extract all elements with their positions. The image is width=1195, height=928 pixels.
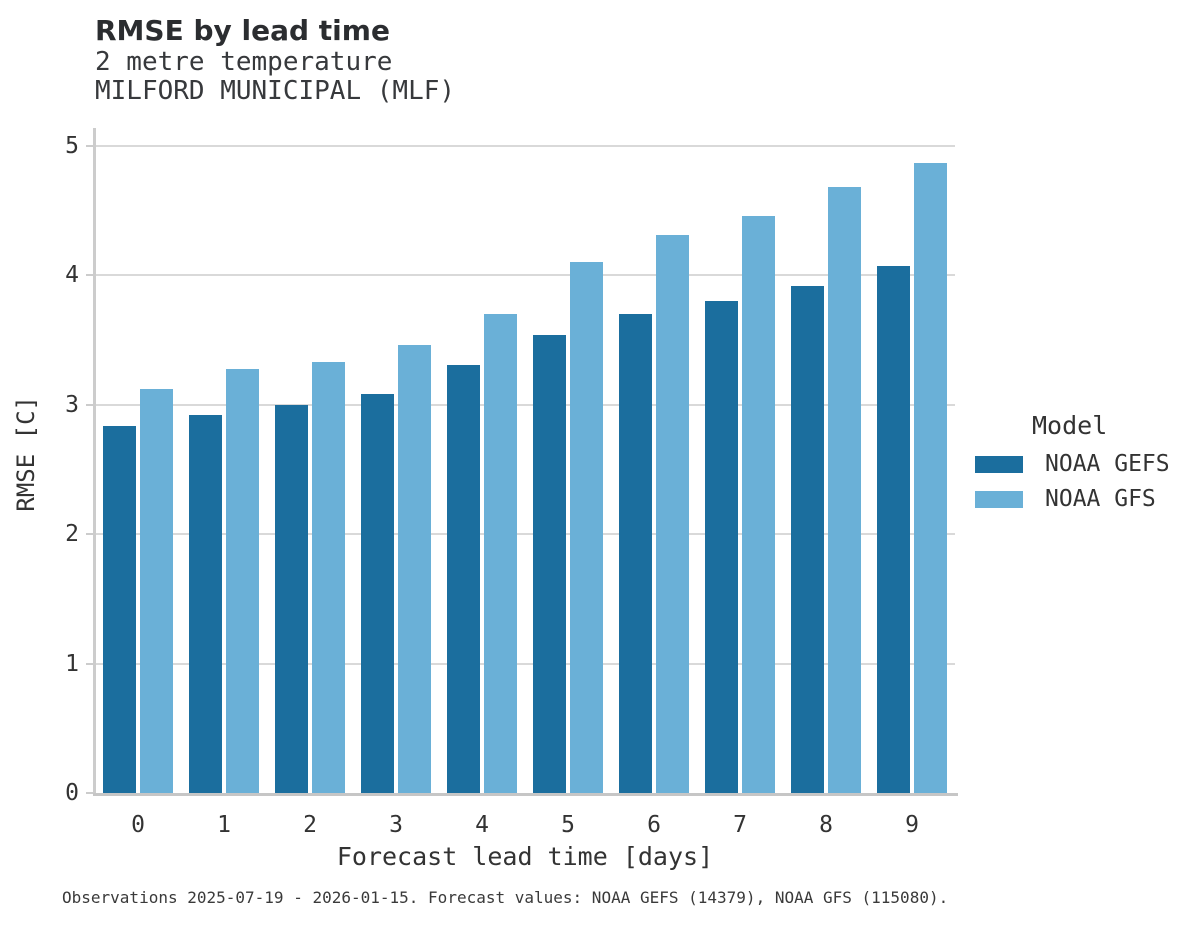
legend: Model NOAA GEFS NOAA GFS	[968, 411, 1188, 512]
y-tick-label-4: 4	[65, 262, 79, 289]
y-tick-label-5: 5	[65, 133, 79, 159]
y-tick-3	[86, 403, 93, 406]
bar-noaa-gefs-day-5	[533, 334, 566, 793]
chart-title: RMSE by lead time	[95, 14, 390, 47]
bar-noaa-gefs-day-0	[103, 425, 136, 793]
y-tick-0	[86, 792, 93, 794]
x-axis-spine	[93, 793, 958, 796]
bar-noaa-gefs-day-9	[877, 266, 910, 793]
x-tick-label-5: 5	[561, 812, 575, 838]
bar-noaa-gfs-day-1	[226, 368, 259, 793]
x-tick-label-1: 1	[217, 812, 231, 838]
x-tick-label-2: 2	[303, 812, 317, 838]
y-tick-4	[86, 274, 93, 277]
bar-noaa-gfs-day-0	[140, 389, 173, 793]
chart-subtitle-station: MILFORD MUNICIPAL (MLF)	[95, 76, 456, 106]
title-block: RMSE by lead time 2 metre temperature MI…	[95, 14, 455, 106]
bar-noaa-gefs-day-2	[275, 404, 308, 793]
y-tick-label-1: 1	[65, 650, 79, 677]
gridline-y-4	[95, 274, 955, 277]
legend-swatch-noaa-gefs	[975, 455, 1023, 473]
gridline-y-2	[95, 533, 955, 536]
y-tick-label-3: 3	[65, 391, 79, 418]
bar-noaa-gefs-day-8	[791, 285, 824, 793]
y-axis-spine	[93, 128, 96, 793]
x-tick-label-7: 7	[733, 812, 747, 838]
legend-label-noaa-gefs: NOAA GEFS	[1045, 451, 1170, 477]
legend-row-noaa-gefs: NOAA GEFS	[968, 451, 1188, 477]
bar-noaa-gfs-day-8	[828, 187, 861, 793]
x-tick-label-9: 9	[905, 812, 919, 838]
legend-label-noaa-gfs: NOAA GFS	[1045, 486, 1156, 512]
legend-swatch-noaa-gfs	[975, 490, 1023, 508]
x-tick-label-4: 4	[475, 812, 489, 838]
x-tick-label-6: 6	[647, 812, 661, 838]
footer-caption: Observations 2025-07-19 - 2026-01-15. Fo…	[62, 888, 949, 907]
x-tick-label-8: 8	[819, 812, 833, 838]
bar-noaa-gfs-day-2	[312, 362, 345, 793]
bar-noaa-gfs-day-6	[656, 235, 689, 793]
bar-noaa-gfs-day-4	[484, 314, 517, 793]
bar-noaa-gfs-day-7	[742, 215, 775, 793]
x-tick-label-3: 3	[389, 812, 403, 838]
y-tick-5	[86, 145, 93, 147]
bar-noaa-gefs-day-3	[361, 394, 394, 793]
gridline-y-3	[95, 403, 955, 406]
bar-noaa-gfs-day-3	[398, 345, 431, 793]
bar-noaa-gefs-day-4	[447, 364, 480, 793]
bar-noaa-gefs-day-7	[705, 301, 738, 793]
chart-subtitle-variable: 2 metre temperature	[95, 47, 393, 77]
bar-noaa-gefs-day-1	[189, 415, 222, 793]
bar-noaa-gfs-day-5	[570, 262, 603, 793]
x-axis-label: Forecast lead time [days]	[336, 842, 714, 871]
bar-noaa-gfs-day-9	[914, 162, 947, 793]
plot-area: 0 1 2 3 4 5 0 1 2 3 4 5 6 7 8 9 Forecast lead time [day…	[65, 128, 958, 871]
bar-noaa-gefs-day-6	[619, 314, 652, 793]
y-tick-label-2: 2	[65, 521, 79, 548]
x-tick-label-0: 0	[131, 812, 145, 838]
gridline-y-1	[95, 662, 955, 665]
y-tick-label-0: 0	[65, 780, 79, 806]
legend-title: Model	[1032, 411, 1108, 440]
legend-row-noaa-gfs: NOAA GFS	[968, 486, 1188, 512]
gridline-y-5	[95, 145, 955, 147]
y-tick-2	[86, 533, 93, 536]
y-tick-1	[86, 662, 93, 665]
